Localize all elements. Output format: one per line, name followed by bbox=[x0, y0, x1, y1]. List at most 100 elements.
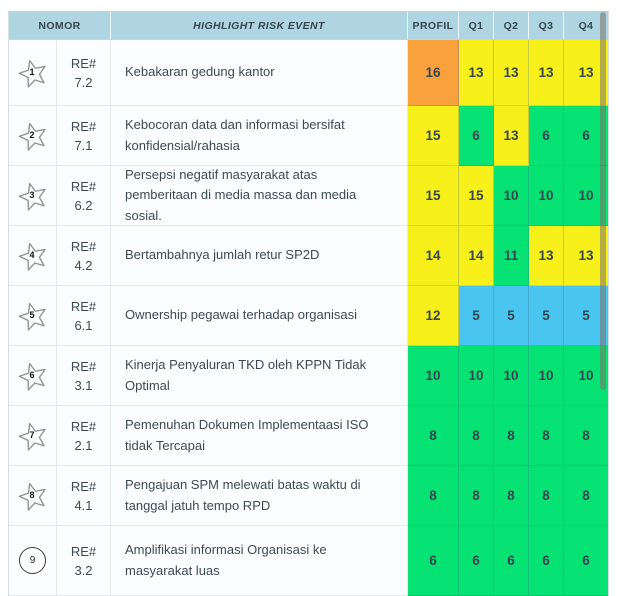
risk-code-cell: RE# 7.1 bbox=[57, 106, 111, 166]
re-label: RE# bbox=[70, 118, 97, 134]
rank-badge-cell: 5 bbox=[9, 286, 57, 346]
re-label: RE# bbox=[70, 478, 97, 494]
risk-event-text: Pengajuan SPM melewati batas waktu di ta… bbox=[111, 466, 408, 526]
profil-score-cell: 12 bbox=[408, 286, 459, 346]
star-icon bbox=[18, 122, 46, 151]
quarter-score-cell: 15 bbox=[459, 166, 494, 226]
quarter-score-cell: 6 bbox=[459, 106, 494, 166]
rank-number: 6 bbox=[29, 369, 35, 380]
re-code: 6.1 bbox=[74, 317, 93, 333]
risk-event-text: Kebakaran gedung kantor bbox=[111, 40, 408, 106]
col-header-q1: Q1 bbox=[459, 12, 494, 39]
quarter-score-cell: 13 bbox=[529, 226, 564, 286]
table-row: 9 RE# 3.2 Amplifikasi informasi Organisasi … bbox=[9, 526, 608, 596]
re-label: RE# bbox=[70, 178, 97, 194]
table-row: 7 RE# 2.1 Pemenuhan Dokumen Implementaasi I… bbox=[9, 406, 608, 466]
rank-badge-cell: 4 bbox=[9, 226, 57, 286]
star-icon bbox=[18, 242, 46, 271]
risk-event-text: Amplifikasi informasi Organisasi ke masy… bbox=[111, 526, 408, 596]
rank-number: 9 bbox=[29, 555, 36, 566]
rank-number: 2 bbox=[29, 129, 35, 140]
re-label: RE# bbox=[70, 55, 97, 71]
table-row: 3 RE# 6.2 Persepsi negatif masyarakat atas … bbox=[9, 166, 608, 226]
re-code: 3.2 bbox=[74, 562, 93, 578]
re-label: RE# bbox=[70, 358, 97, 374]
profil-score-cell: 8 bbox=[408, 466, 459, 526]
star-icon bbox=[18, 59, 46, 88]
star-rank-badge: 5 bbox=[17, 300, 49, 332]
profil-score-cell: 15 bbox=[408, 106, 459, 166]
star-rank-badge: 1 bbox=[17, 57, 49, 89]
quarter-score-cell: 13 bbox=[494, 40, 529, 106]
quarter-score-cell: 10 bbox=[494, 346, 529, 406]
col-header-q3: Q3 bbox=[529, 12, 564, 39]
re-label: RE# bbox=[70, 418, 97, 434]
rank-badge-cell: 2 bbox=[9, 106, 57, 166]
scrollbar-thumb[interactable] bbox=[600, 12, 606, 390]
re-label: RE# bbox=[70, 543, 97, 559]
star-rank-badge: 3 bbox=[17, 180, 49, 212]
table-row: 1 RE# 7.2 Kebakaran gedung kantor 16 13 13 13 13 bbox=[9, 40, 608, 106]
star-rank-badge: 2 bbox=[17, 120, 49, 152]
profil-score-cell: 10 bbox=[408, 346, 459, 406]
col-header-risk-event: HIGHLIGHT RISK EVENT bbox=[111, 12, 408, 39]
rank-badge-cell: 9 bbox=[9, 526, 57, 596]
quarter-score-cell: 13 bbox=[459, 40, 494, 106]
risk-event-text: Bertambahnya jumlah retur SP2D bbox=[111, 226, 408, 286]
risk-event-text: Kinerja Penyaluran TKD oleh KPPN Tidak O… bbox=[111, 346, 408, 406]
star-rank-badge: 7 bbox=[17, 420, 49, 452]
profil-score-cell: 16 bbox=[408, 40, 459, 106]
star-rank-badge: 8 bbox=[17, 480, 49, 512]
table-header-row: NOMOR HIGHLIGHT RISK EVENT PROFIL Q1 Q2 … bbox=[9, 12, 608, 40]
table-row: 5 RE# 6.1 Ownership pegawai terhadap organi… bbox=[9, 286, 608, 346]
risk-code-cell: RE# 4.2 bbox=[57, 226, 111, 286]
risk-event-text: Ownership pegawai terhadap organisasi bbox=[111, 286, 408, 346]
rank-number: 1 bbox=[29, 66, 35, 77]
rank-number: 8 bbox=[29, 489, 35, 500]
quarter-score-cell: 5 bbox=[529, 286, 564, 346]
risk-event-text: Kebocoran data dan informasi bersifat ko… bbox=[111, 106, 408, 166]
star-icon bbox=[18, 182, 46, 211]
quarter-score-cell: 8 bbox=[494, 466, 529, 526]
profil-score-cell: 15 bbox=[408, 166, 459, 226]
quarter-score-cell: 13 bbox=[529, 40, 564, 106]
table-row: 4 RE# 4.2 Bertambahnya jumlah retur SP2D 14 1… bbox=[9, 226, 608, 286]
re-code: 7.1 bbox=[74, 137, 93, 153]
star-rank-badge: 4 bbox=[17, 240, 49, 272]
profil-score-cell: 6 bbox=[408, 526, 459, 596]
risk-code-cell: RE# 3.1 bbox=[57, 346, 111, 406]
rank-number: 5 bbox=[29, 309, 35, 320]
rank-badge-cell: 3 bbox=[9, 166, 57, 226]
rank-badge-cell: 8 bbox=[9, 466, 57, 526]
re-code: 4.2 bbox=[74, 257, 93, 273]
re-code: 2.1 bbox=[74, 437, 93, 453]
star-icon bbox=[18, 362, 46, 391]
risk-code-cell: RE# 7.2 bbox=[57, 40, 111, 106]
quarter-score-cell: 6 bbox=[564, 526, 608, 596]
star-rank-badge: 6 bbox=[17, 360, 49, 392]
col-header-profil: PROFIL bbox=[408, 12, 459, 39]
rank-badge-cell: 1 bbox=[9, 40, 57, 106]
rank-number: 4 bbox=[29, 249, 35, 260]
risk-code-cell: RE# 2.1 bbox=[57, 406, 111, 466]
re-code: 6.2 bbox=[74, 197, 93, 213]
re-code: 4.1 bbox=[74, 497, 93, 513]
quarter-score-cell: 6 bbox=[459, 526, 494, 596]
col-header-q2: Q2 bbox=[494, 12, 529, 39]
re-code: 3.1 bbox=[74, 377, 93, 393]
quarter-score-cell: 10 bbox=[494, 166, 529, 226]
quarter-score-cell: 14 bbox=[459, 226, 494, 286]
circle-rank-badge: 9 bbox=[19, 547, 46, 574]
quarter-score-cell: 8 bbox=[529, 406, 564, 466]
quarter-score-cell: 6 bbox=[529, 106, 564, 166]
quarter-score-cell: 8 bbox=[564, 466, 608, 526]
col-header-nomor: NOMOR bbox=[9, 12, 111, 39]
risk-highlight-table: NOMOR HIGHLIGHT RISK EVENT PROFIL Q1 Q2 … bbox=[8, 11, 609, 596]
rank-badge-cell: 7 bbox=[9, 406, 57, 466]
quarter-score-cell: 8 bbox=[459, 406, 494, 466]
quarter-score-cell: 5 bbox=[494, 286, 529, 346]
rank-number: 3 bbox=[29, 189, 35, 200]
risk-code-cell: RE# 3.2 bbox=[57, 526, 111, 596]
quarter-score-cell: 8 bbox=[564, 406, 608, 466]
re-code: 7.2 bbox=[74, 74, 93, 90]
